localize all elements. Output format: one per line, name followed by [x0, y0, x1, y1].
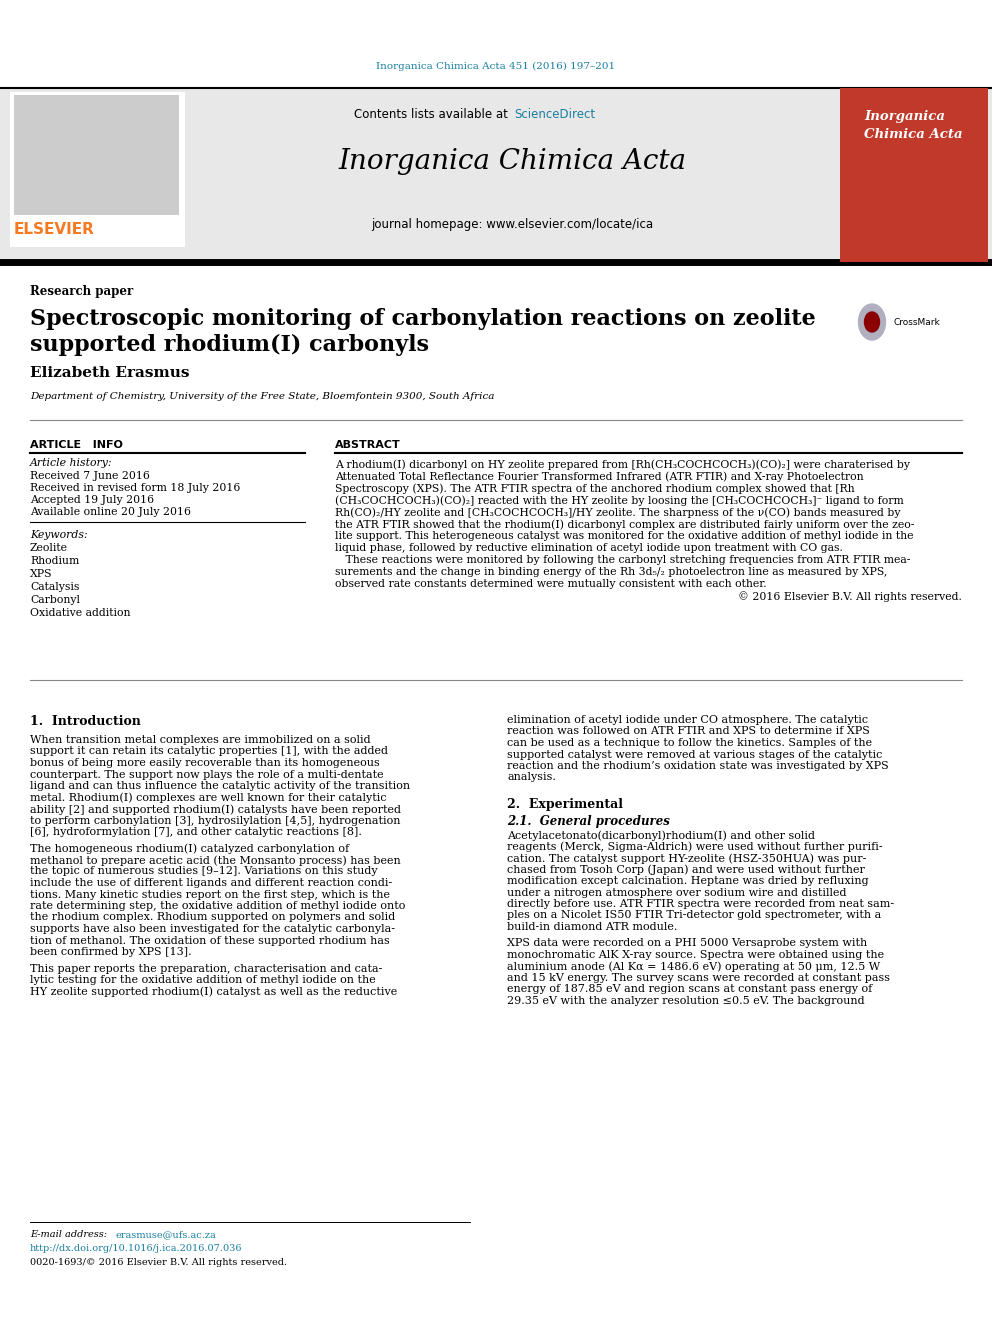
- Text: and 15 kV energy. The survey scans were recorded at constant pass: and 15 kV energy. The survey scans were …: [507, 972, 890, 983]
- Text: 29.35 eV with the analyzer resolution ≤0.5 eV. The background: 29.35 eV with the analyzer resolution ≤0…: [507, 996, 865, 1005]
- Text: [6], hydroformylation [7], and other catalytic reactions [8].: [6], hydroformylation [7], and other cat…: [30, 827, 362, 837]
- Text: Catalysis: Catalysis: [30, 582, 79, 591]
- Text: 2.1.  General procedures: 2.1. General procedures: [507, 815, 670, 828]
- Text: supported catalyst were removed at various stages of the catalytic: supported catalyst were removed at vario…: [507, 750, 882, 759]
- Text: tions. Many kinetic studies report on the first step, which is the: tions. Many kinetic studies report on th…: [30, 889, 390, 900]
- Circle shape: [858, 304, 886, 340]
- Bar: [10, 93, 185, 247]
- Text: modification except calcination. Heptane was dried by refluxing: modification except calcination. Heptane…: [507, 876, 869, 886]
- Text: Received 7 June 2016: Received 7 June 2016: [30, 471, 150, 482]
- Text: the rhodium complex. Rhodium supported on polymers and solid: the rhodium complex. Rhodium supported o…: [30, 913, 395, 922]
- Text: XPS: XPS: [30, 569, 53, 579]
- Text: include the use of different ligands and different reaction condi-: include the use of different ligands and…: [30, 878, 392, 888]
- Text: © 2016 Elsevier B.V. All rights reserved.: © 2016 Elsevier B.V. All rights reserved…: [738, 591, 962, 602]
- Text: The homogeneous rhodium(I) catalyzed carbonylation of: The homogeneous rhodium(I) catalyzed car…: [30, 844, 349, 855]
- Circle shape: [864, 312, 880, 332]
- Text: Carbonyl: Carbonyl: [30, 595, 80, 605]
- Text: observed rate constants determined were mutually consistent with each other.: observed rate constants determined were …: [335, 579, 767, 589]
- Text: 2.  Experimental: 2. Experimental: [507, 798, 623, 811]
- Text: Acetylacetonato(dicarbonyl)rhodium(I) and other solid: Acetylacetonato(dicarbonyl)rhodium(I) an…: [507, 830, 815, 840]
- Text: Zeolite: Zeolite: [30, 542, 68, 553]
- Text: This paper reports the preparation, characterisation and cata-: This paper reports the preparation, char…: [30, 963, 382, 974]
- Text: Chimica Acta: Chimica Acta: [864, 128, 962, 142]
- Text: counterpart. The support now plays the role of a multi-dentate: counterpart. The support now plays the r…: [30, 770, 384, 779]
- Text: to perform carbonylation [3], hydrosilylation [4,5], hydrogenation: to perform carbonylation [3], hydrosilyl…: [30, 815, 401, 826]
- Text: Inorganica Chimica Acta: Inorganica Chimica Acta: [338, 148, 686, 175]
- Text: analysis.: analysis.: [507, 773, 556, 782]
- Text: liquid phase, followed by reductive elimination of acetyl iodide upon treatment : liquid phase, followed by reductive elim…: [335, 542, 843, 553]
- Text: ligand and can thus influence the catalytic activity of the transition: ligand and can thus influence the cataly…: [30, 781, 410, 791]
- Text: the topic of numerous studies [9–12]. Variations on this study: the topic of numerous studies [9–12]. Va…: [30, 867, 378, 877]
- Text: been confirmed by XPS [13].: been confirmed by XPS [13].: [30, 947, 191, 957]
- Text: rate determining step, the oxidative addition of methyl iodide onto: rate determining step, the oxidative add…: [30, 901, 406, 912]
- Bar: [0, 89, 992, 262]
- Bar: [840, 89, 988, 262]
- Text: http://dx.doi.org/10.1016/j.ica.2016.07.036: http://dx.doi.org/10.1016/j.ica.2016.07.…: [30, 1244, 242, 1253]
- Text: elimination of acetyl iodide under CO atmosphere. The catalytic: elimination of acetyl iodide under CO at…: [507, 714, 868, 725]
- Bar: [14, 95, 179, 216]
- Text: surements and the change in binding energy of the Rh 3d₅/₂ photoelectron line as: surements and the change in binding ener…: [335, 568, 888, 577]
- Text: chased from Tosoh Corp (Japan) and were used without further: chased from Tosoh Corp (Japan) and were …: [507, 864, 865, 875]
- Text: journal homepage: www.elsevier.com/locate/ica: journal homepage: www.elsevier.com/locat…: [371, 218, 653, 232]
- Text: monochromatic AlK X-ray source. Spectra were obtained using the: monochromatic AlK X-ray source. Spectra …: [507, 950, 884, 960]
- Text: Received in revised form 18 July 2016: Received in revised form 18 July 2016: [30, 483, 240, 493]
- Text: CrossMark: CrossMark: [894, 318, 940, 327]
- Text: ABSTRACT: ABSTRACT: [335, 441, 401, 450]
- Text: ELSEVIER: ELSEVIER: [14, 222, 95, 237]
- Text: XPS data were recorded on a PHI 5000 Versaprobe system with: XPS data were recorded on a PHI 5000 Ver…: [507, 938, 867, 949]
- Text: Keywords:: Keywords:: [30, 531, 87, 540]
- Text: Available online 20 July 2016: Available online 20 July 2016: [30, 507, 191, 517]
- Text: Accepted 19 July 2016: Accepted 19 July 2016: [30, 495, 154, 505]
- Text: 0020-1693/© 2016 Elsevier B.V. All rights reserved.: 0020-1693/© 2016 Elsevier B.V. All right…: [30, 1258, 287, 1267]
- Text: ples on a Nicolet IS50 FTIR Tri-detector gold spectrometer, with a: ples on a Nicolet IS50 FTIR Tri-detector…: [507, 910, 881, 921]
- Text: HY zeolite supported rhodium(I) catalyst as well as the reductive: HY zeolite supported rhodium(I) catalyst…: [30, 987, 397, 998]
- Text: supported rhodium(I) carbonyls: supported rhodium(I) carbonyls: [30, 333, 429, 356]
- Text: Rhodium: Rhodium: [30, 556, 79, 566]
- Text: metal. Rhodium(I) complexes are well known for their catalytic: metal. Rhodium(I) complexes are well kno…: [30, 792, 387, 803]
- Text: lytic testing for the oxidative addition of methyl iodide on the: lytic testing for the oxidative addition…: [30, 975, 376, 986]
- Text: ability [2] and supported rhodium(I) catalysts have been reported: ability [2] and supported rhodium(I) cat…: [30, 804, 401, 815]
- Text: Research paper: Research paper: [30, 284, 133, 298]
- Text: E-mail address:: E-mail address:: [30, 1230, 110, 1240]
- Text: Inorganica Chimica Acta 451 (2016) 197–201: Inorganica Chimica Acta 451 (2016) 197–2…: [376, 62, 616, 71]
- Text: Article history:: Article history:: [30, 458, 112, 468]
- Text: A rhodium(I) dicarbonyl on HY zeolite prepared from [Rh(CH₃COCHCOCH₃)(CO)₂] were: A rhodium(I) dicarbonyl on HY zeolite pr…: [335, 459, 910, 470]
- Text: energy of 187.85 eV and region scans at constant pass energy of: energy of 187.85 eV and region scans at …: [507, 984, 872, 995]
- Text: ARTICLE   INFO: ARTICLE INFO: [30, 441, 123, 450]
- Text: support it can retain its catalytic properties [1], with the added: support it can retain its catalytic prop…: [30, 746, 388, 757]
- Text: ScienceDirect: ScienceDirect: [514, 108, 595, 120]
- Text: Attenuated Total Reflectance Fourier Transformed Infrared (ATR FTIR) and X-ray P: Attenuated Total Reflectance Fourier Tra…: [335, 471, 864, 482]
- Text: the ATR FTIR showed that the rhodium(I) dicarbonyl complex are distributed fairl: the ATR FTIR showed that the rhodium(I) …: [335, 519, 915, 529]
- Text: cation. The catalyst support HY-zeolite (HSZ-350HUA) was pur-: cation. The catalyst support HY-zeolite …: [507, 853, 866, 864]
- Text: Elizabeth Erasmus: Elizabeth Erasmus: [30, 366, 189, 380]
- Text: reaction was followed on ATR FTIR and XPS to determine if XPS: reaction was followed on ATR FTIR and XP…: [507, 726, 870, 737]
- Text: (CH₃COCHCOCH₃)(CO)₂] reacted with the HY zeolite by loosing the [CH₃COCHCOCH₃]⁻ : (CH₃COCHCOCH₃)(CO)₂] reacted with the HY…: [335, 495, 904, 505]
- Text: When transition metal complexes are immobilized on a solid: When transition metal complexes are immo…: [30, 736, 371, 745]
- Text: build-in diamond ATR module.: build-in diamond ATR module.: [507, 922, 678, 931]
- Text: lite support. This heterogeneous catalyst was monitored for the oxidative additi: lite support. This heterogeneous catalys…: [335, 531, 914, 541]
- Text: Spectroscopy (XPS). The ATR FTIR spectra of the anchored rhodium complex showed : Spectroscopy (XPS). The ATR FTIR spectra…: [335, 483, 855, 493]
- Text: reaction and the rhodium’s oxidation state was investigated by XPS: reaction and the rhodium’s oxidation sta…: [507, 761, 889, 771]
- Text: directly before use. ATR FTIR spectra were recorded from neat sam-: directly before use. ATR FTIR spectra we…: [507, 900, 894, 909]
- Text: 1.  Introduction: 1. Introduction: [30, 714, 141, 728]
- Text: These reactions were monitored by following the carbonyl stretching frequencies : These reactions were monitored by follow…: [335, 556, 911, 565]
- Text: Spectroscopic monitoring of carbonylation reactions on zeolite: Spectroscopic monitoring of carbonylatio…: [30, 308, 815, 329]
- Text: Rh(CO)₂/HY zeolite and [CH₃COCHCOCH₃]/HY zeolite. The sharpness of the ν(CO) ban: Rh(CO)₂/HY zeolite and [CH₃COCHCOCH₃]/HY…: [335, 507, 901, 517]
- Text: Contents lists available at: Contents lists available at: [354, 108, 512, 120]
- Text: erasmuse@ufs.ac.za: erasmuse@ufs.ac.za: [115, 1230, 215, 1240]
- Text: bonus of being more easily recoverable than its homogeneous: bonus of being more easily recoverable t…: [30, 758, 380, 767]
- Text: tion of methanol. The oxidation of these supported rhodium has: tion of methanol. The oxidation of these…: [30, 935, 390, 946]
- Text: under a nitrogen atmosphere over sodium wire and distilled: under a nitrogen atmosphere over sodium …: [507, 888, 846, 897]
- Text: methanol to prepare acetic acid (the Monsanto process) has been: methanol to prepare acetic acid (the Mon…: [30, 855, 401, 865]
- Text: aluminium anode (Al Kα = 1486.6 eV) operating at 50 μm, 12.5 W: aluminium anode (Al Kα = 1486.6 eV) oper…: [507, 962, 880, 972]
- Text: supports have also been investigated for the catalytic carbonyla-: supports have also been investigated for…: [30, 923, 395, 934]
- Text: Department of Chemistry, University of the Free State, Bloemfontein 9300, South : Department of Chemistry, University of t…: [30, 392, 494, 401]
- Text: reagents (Merck, Sigma-Aldrich) were used without further purifi-: reagents (Merck, Sigma-Aldrich) were use…: [507, 841, 883, 852]
- Text: can be used as a technique to follow the kinetics. Samples of the: can be used as a technique to follow the…: [507, 738, 872, 747]
- Text: Inorganica: Inorganica: [864, 110, 945, 123]
- Text: Oxidative addition: Oxidative addition: [30, 609, 131, 618]
- Bar: [192, 93, 832, 258]
